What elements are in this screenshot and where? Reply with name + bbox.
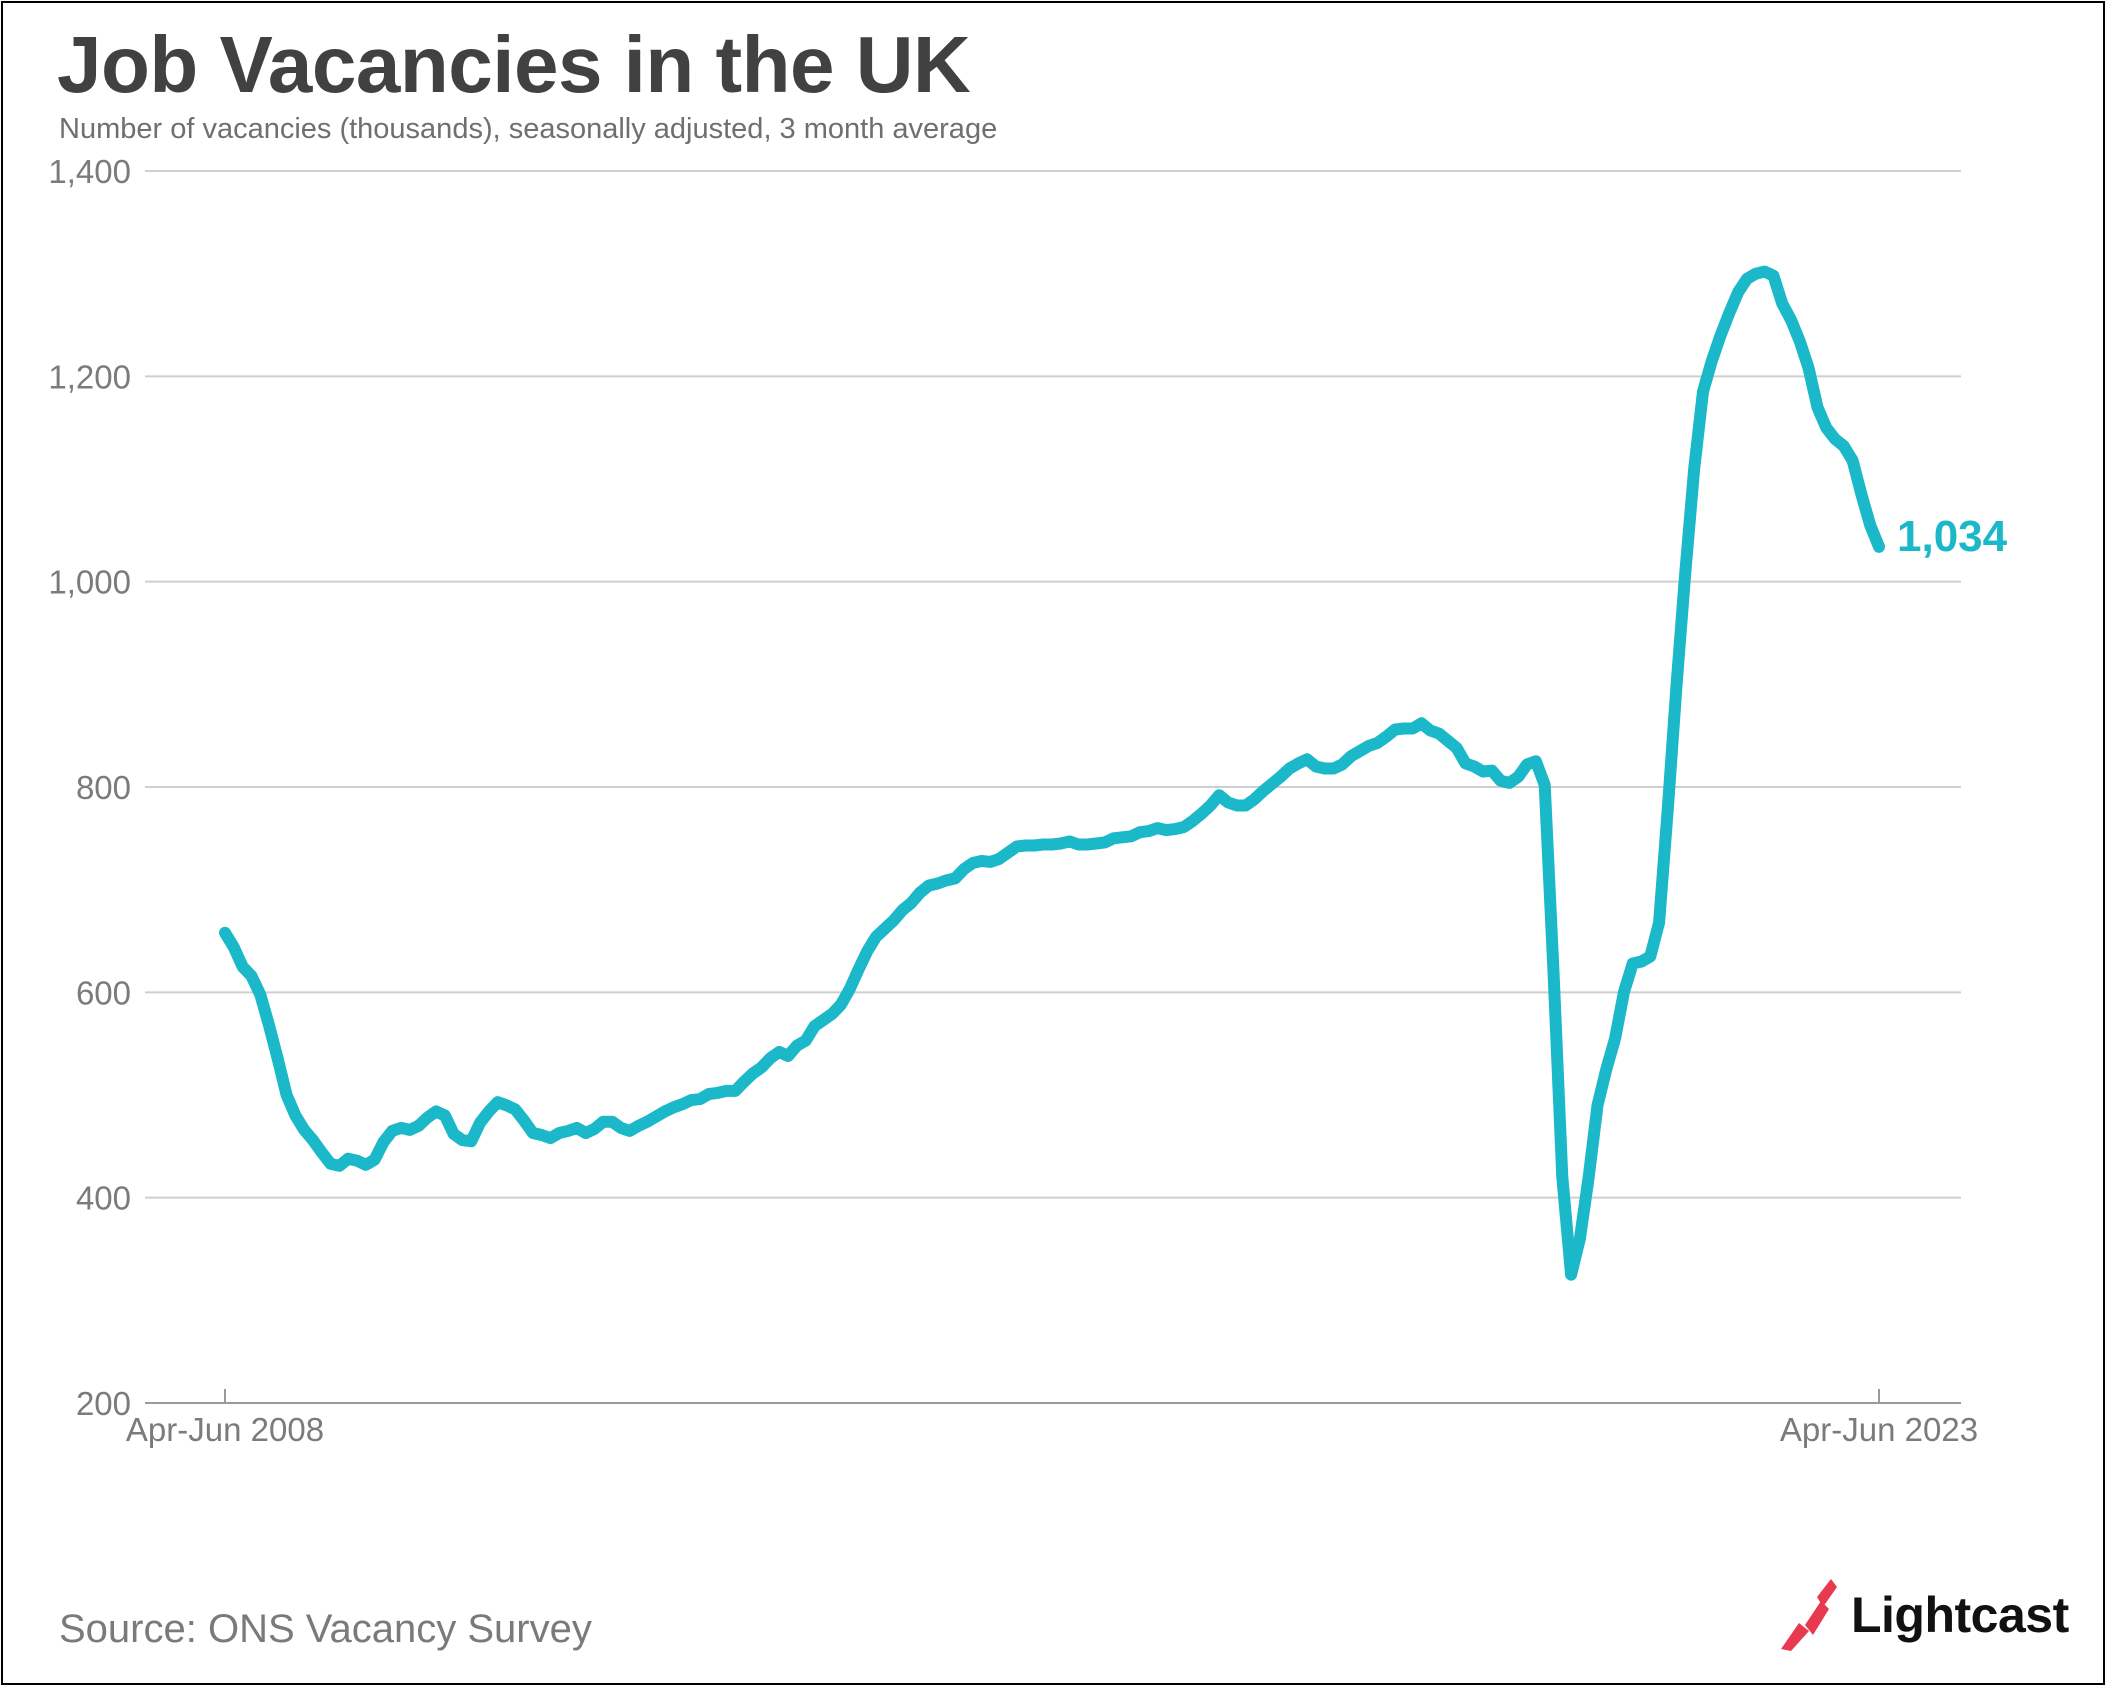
lightcast-logo: Lightcast <box>1777 1579 2069 1651</box>
y-tick-label: 800 <box>76 769 131 806</box>
line-chart: 200 400 600 800 1,000 1,200 1,400 Apr-Jun 2008… <box>48 153 2008 1448</box>
gridlines <box>145 170 1961 1404</box>
logo-mark-segment <box>1817 1579 1837 1607</box>
x-tick-label-start: Apr-Jun 2008 <box>126 1411 324 1448</box>
source-note: Source: ONS Vacancy Survey <box>59 1607 592 1651</box>
lightcast-logo-text: Lightcast <box>1851 1587 2069 1643</box>
x-tick-label-end: Apr-Jun 2023 <box>1780 1411 1978 1448</box>
end-value-label: 1,034 <box>1897 512 2008 561</box>
logo-mark-segment <box>1781 1623 1809 1651</box>
y-tick-label: 600 <box>76 974 131 1011</box>
y-tick-label: 1,400 <box>48 153 131 190</box>
logo-mark-segment <box>1805 1601 1829 1635</box>
vacancies-series-line <box>219 265 1885 1281</box>
y-tick-label: 400 <box>76 1180 131 1217</box>
x-axis: Apr-Jun 2008 Apr-Jun 2023 <box>126 1389 1978 1448</box>
chart-title: Job Vacancies in the UK <box>57 20 971 109</box>
y-tick-label: 1,000 <box>48 564 131 601</box>
y-tick-label: 200 <box>76 1385 131 1422</box>
y-axis-tick-labels: 200 400 600 800 1,000 1,200 1,400 <box>48 153 131 1422</box>
chart-subtitle: Number of vacancies (thousands), seasona… <box>59 113 998 145</box>
y-tick-label: 1,200 <box>48 358 131 395</box>
lightcast-logo-mark <box>1781 1579 1837 1651</box>
